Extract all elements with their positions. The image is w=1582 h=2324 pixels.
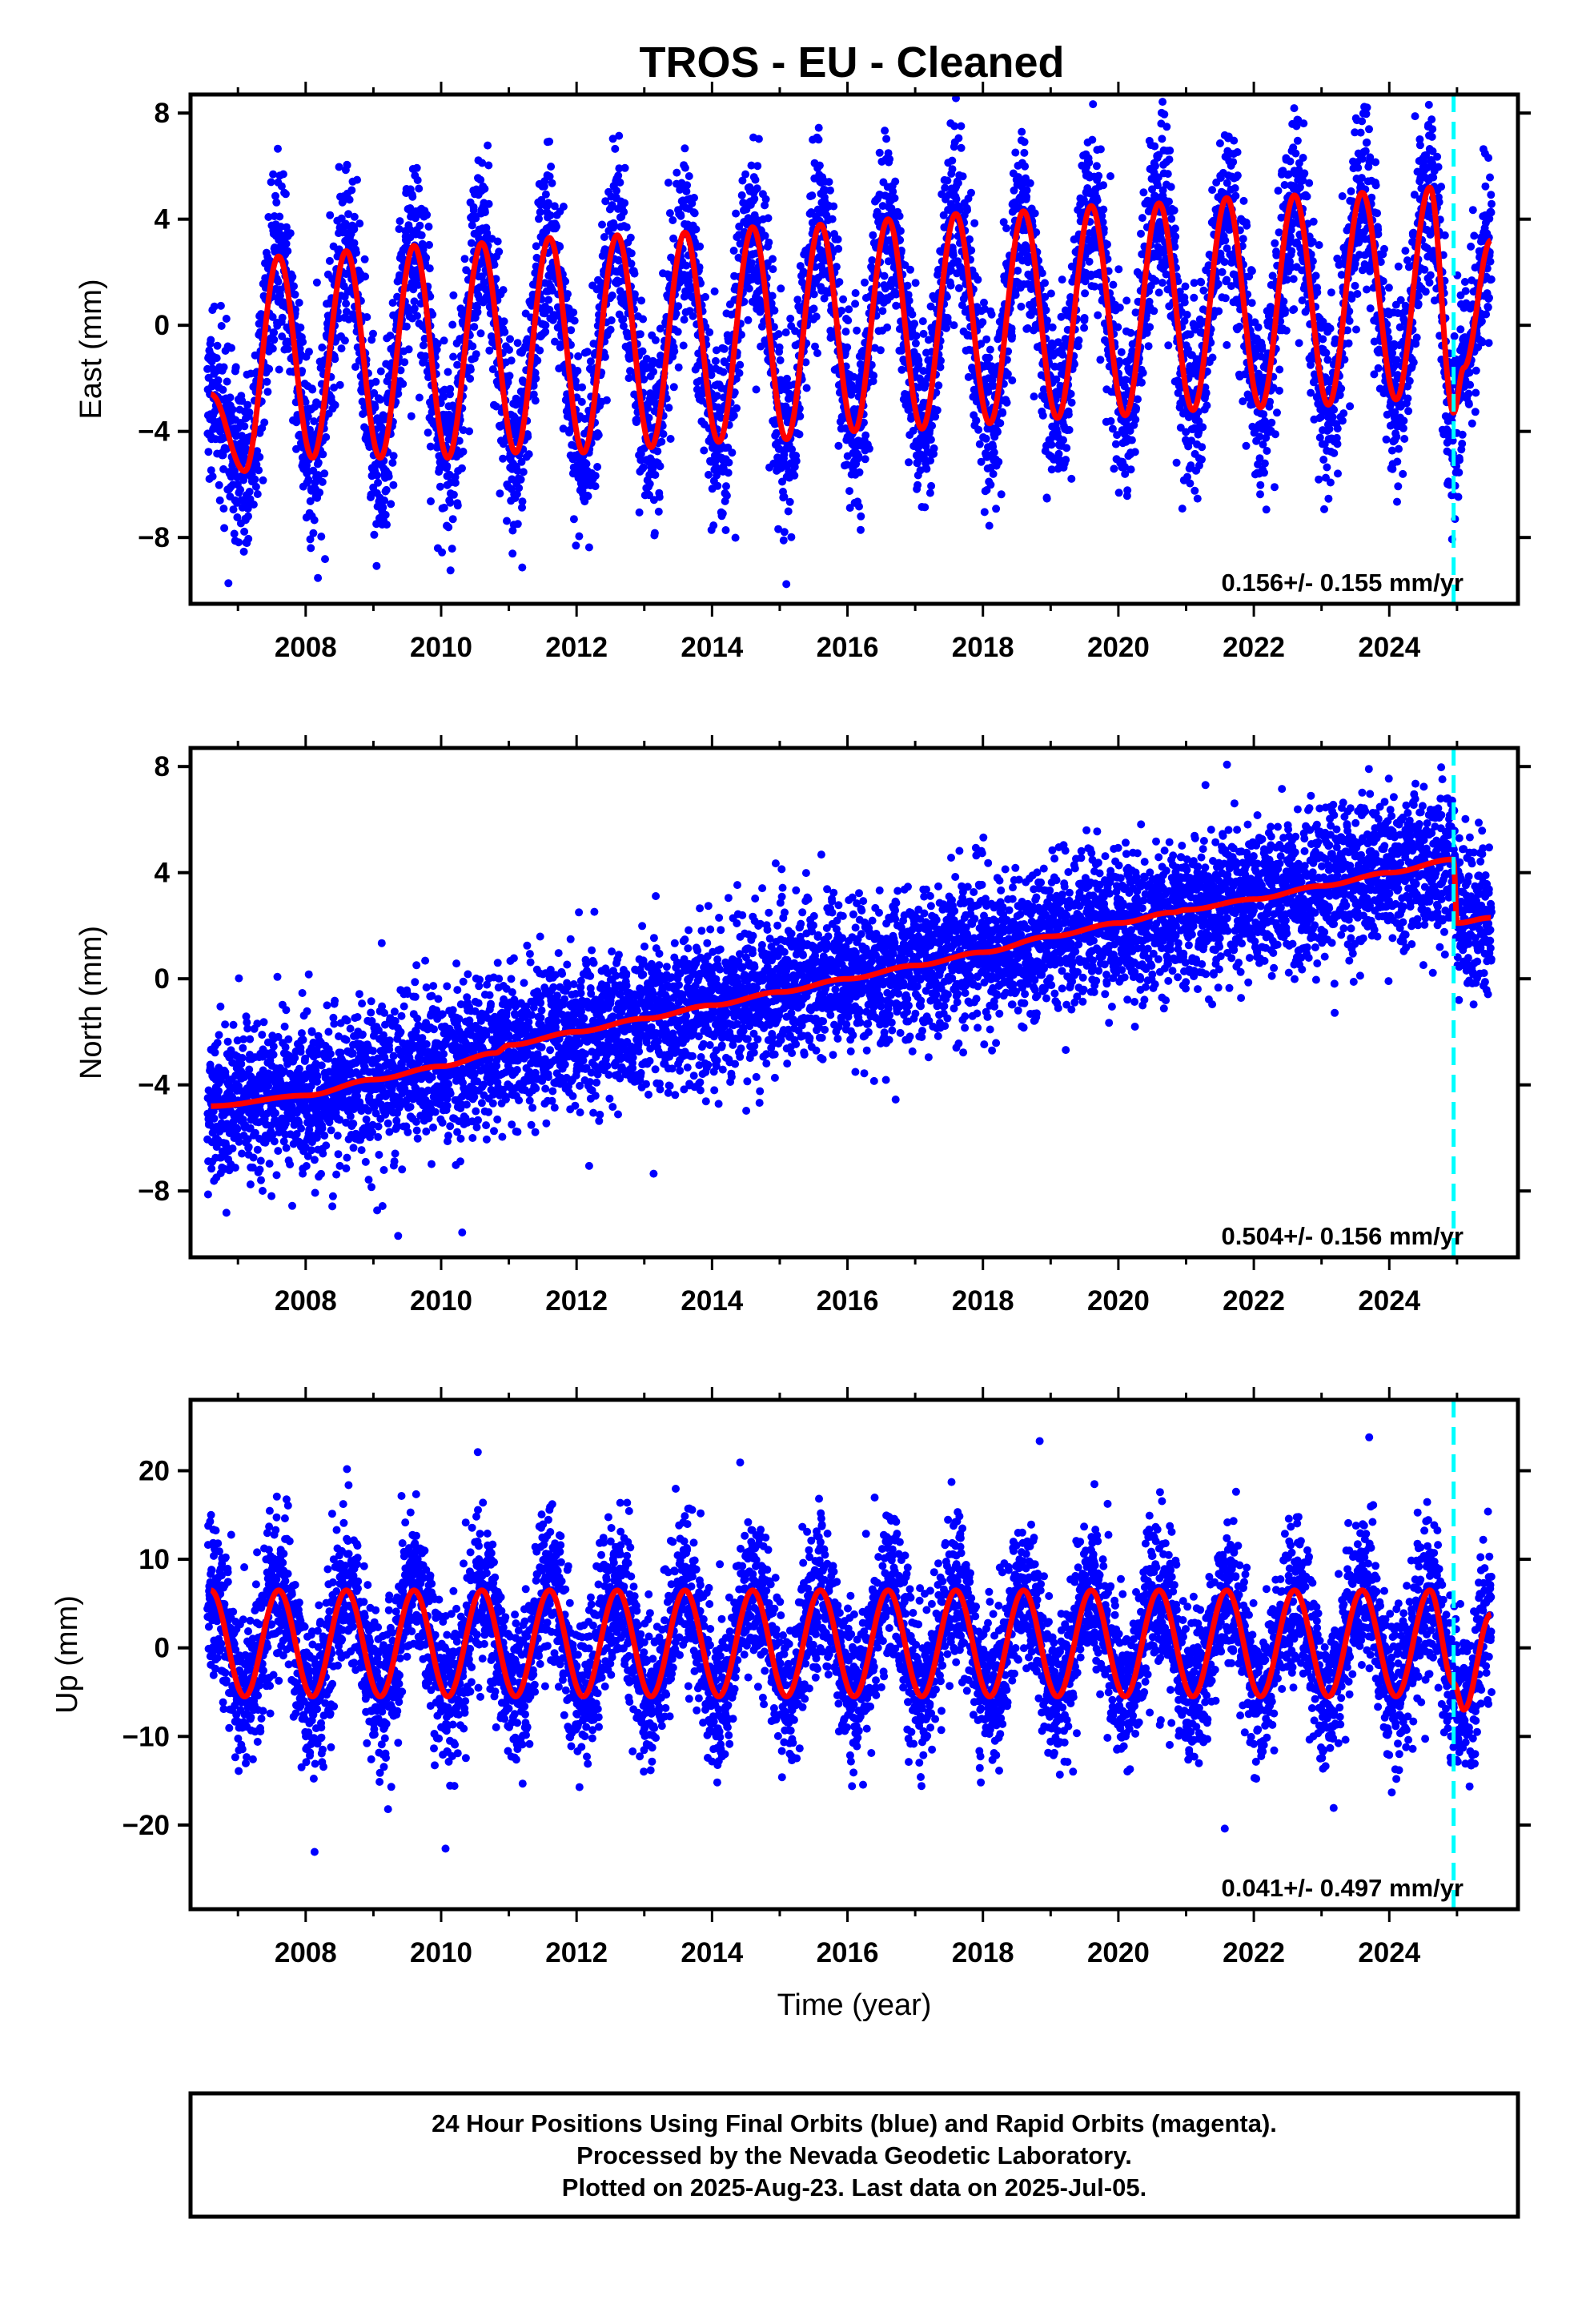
panel-east: −8 −4 0 4 8 2008 2010 2012 2014 2016 2018 2020 2022 2…	[74, 82, 1531, 663]
y-axis-label: East (mm)	[74, 279, 108, 419]
y-tick-label: 0	[155, 963, 170, 995]
x-axis-label: Time (year)	[777, 1988, 932, 2022]
x-tick-label: 2014	[681, 1285, 743, 1317]
x-tick-label: 2022	[1223, 632, 1285, 663]
y-tick-label: 0	[155, 310, 170, 341]
chart-title: TROS - EU - Cleaned	[639, 38, 1064, 86]
x-tick-label: 2016	[817, 1285, 879, 1317]
plot-frame	[188, 92, 1520, 606]
y-axis-label: North (mm)	[74, 926, 108, 1080]
plot-frame	[188, 746, 1520, 1260]
y-tick-label: −10	[122, 1721, 170, 1752]
y-tick-label: −8	[138, 522, 170, 553]
y-tick-label: −20	[122, 1810, 170, 1841]
x-tick-label: 2024	[1358, 632, 1420, 663]
footer-frame	[188, 2091, 1520, 2219]
x-tick-label: 2012	[545, 632, 608, 663]
x-tick-label: 2020	[1087, 632, 1150, 663]
plot-frame	[188, 1397, 1520, 1912]
panel-north: −8 −4 0 4 8 2008 2010 2012 2014 2016 2018 2020 2022 2…	[74, 735, 1531, 1317]
x-tick-label: 2018	[952, 1285, 1014, 1317]
x-tick-label: 2010	[410, 632, 472, 663]
model-fit-line	[209, 1587, 1493, 1713]
y-tick-label: −8	[138, 1176, 170, 1207]
panel-up: −20 −10 0 10 20 2008 2010 2012 2014 2016 2018 2020 2…	[50, 1387, 1531, 2022]
x-tick-label: 2010	[410, 1285, 472, 1317]
x-tick-label: 2008	[275, 632, 337, 663]
x-tick-label: 2020	[1087, 1937, 1150, 1968]
y-tick-label: 20	[139, 1455, 170, 1486]
y-tick-label: −4	[138, 416, 170, 448]
x-tick-label: 2018	[952, 632, 1014, 663]
y-tick-label: 0	[155, 1633, 170, 1664]
velocity-annotation: 0.041+/- 0.497 mm/yr	[1222, 1874, 1464, 1902]
x-tick-label: 2024	[1358, 1937, 1420, 1968]
y-tick-label: 8	[155, 751, 170, 782]
footer-line-3: Plotted on 2025-Aug-23. Last data on 202…	[562, 2173, 1146, 2201]
footer-line-1: 24 Hour Positions Using Final Orbits (bl…	[432, 2109, 1277, 2137]
x-tick-label: 2014	[681, 632, 743, 663]
x-tick-label: 2022	[1223, 1937, 1285, 1968]
x-tick-label: 2020	[1087, 1285, 1150, 1317]
x-tick-label: 2008	[275, 1285, 337, 1317]
y-tick-label: 4	[155, 204, 171, 235]
model-fit-line	[209, 184, 1493, 474]
footer-caption-box: 24 Hour Positions Using Final Orbits (bl…	[188, 2091, 1520, 2219]
x-tick-label: 2024	[1358, 1285, 1420, 1317]
x-tick-label: 2016	[817, 632, 879, 663]
y-tick-label: 10	[139, 1544, 170, 1575]
y-tick-label: 4	[155, 858, 171, 889]
velocity-annotation: 0.156+/- 0.155 mm/yr	[1222, 569, 1464, 597]
footer-line-2: Processed by the Nevada Geodetic Laborat…	[576, 2141, 1132, 2169]
daily-position-points	[203, 760, 1496, 1240]
x-tick-label: 2014	[681, 1937, 743, 1968]
model-fit-line	[209, 856, 1493, 1109]
x-tick-label: 2010	[410, 1937, 472, 1968]
x-tick-label: 2016	[817, 1937, 879, 1968]
x-tick-label: 2008	[275, 1937, 337, 1968]
x-tick-label: 2012	[545, 1285, 608, 1317]
x-tick-label: 2018	[952, 1937, 1014, 1968]
x-tick-label: 2022	[1223, 1285, 1285, 1317]
y-tick-label: 8	[155, 98, 170, 129]
y-axis-label: Up (mm)	[50, 1595, 84, 1714]
x-tick-label: 2012	[545, 1937, 608, 1968]
y-tick-label: −4	[138, 1070, 170, 1101]
velocity-annotation: 0.504+/- 0.156 mm/yr	[1222, 1222, 1464, 1250]
